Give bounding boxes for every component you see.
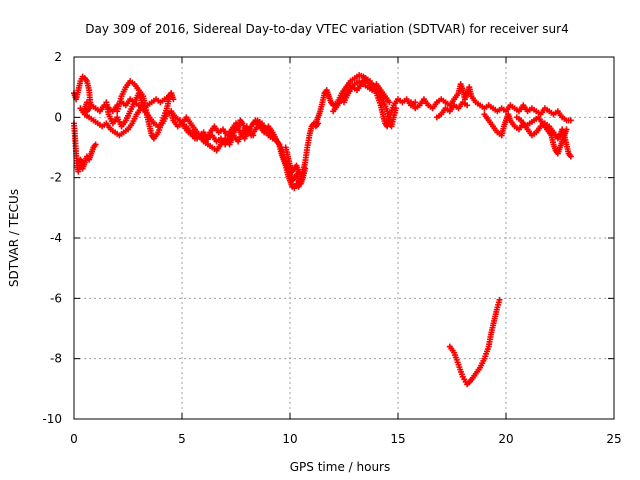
grid: [74, 57, 614, 419]
y-tick-label: -2: [50, 171, 62, 185]
y-tick-label: 0: [54, 110, 62, 124]
x-axis-label: GPS time / hours: [290, 460, 391, 474]
tick-labels: 0 5 10 15 20 25 -10 -8 -6 -4 -2 0 2: [42, 50, 621, 446]
data-point: [302, 165, 309, 172]
data-point: [392, 105, 399, 112]
y-tick-label: 2: [54, 50, 62, 64]
data-point: [567, 153, 574, 160]
data-points: [71, 72, 574, 388]
data-point: [250, 132, 257, 139]
x-tick-label: 10: [282, 432, 297, 446]
data-point: [464, 102, 471, 109]
data-point: [563, 126, 570, 133]
x-tick-label: 15: [390, 432, 405, 446]
x-tick-label: 20: [498, 432, 513, 446]
y-axis-label: SDTVAR / TECUs: [7, 189, 21, 287]
data-point: [496, 296, 503, 303]
x-tick-label: 25: [606, 432, 621, 446]
x-tick-label: 0: [70, 432, 78, 446]
chart-title: Day 309 of 2016, Sidereal Day-to-day VTE…: [85, 22, 568, 36]
data-point: [170, 96, 177, 103]
x-tick-label: 5: [178, 432, 186, 446]
y-tick-label: -6: [50, 291, 62, 305]
axis-ticks: [73, 56, 615, 420]
data-point: [386, 99, 393, 106]
y-tick-label: -10: [42, 412, 62, 426]
data-point: [297, 171, 304, 178]
data-point: [140, 102, 147, 109]
y-tick-label: -4: [50, 231, 62, 245]
y-tick-label: -8: [50, 352, 62, 366]
data-point: [567, 117, 574, 124]
data-point: [92, 141, 99, 148]
